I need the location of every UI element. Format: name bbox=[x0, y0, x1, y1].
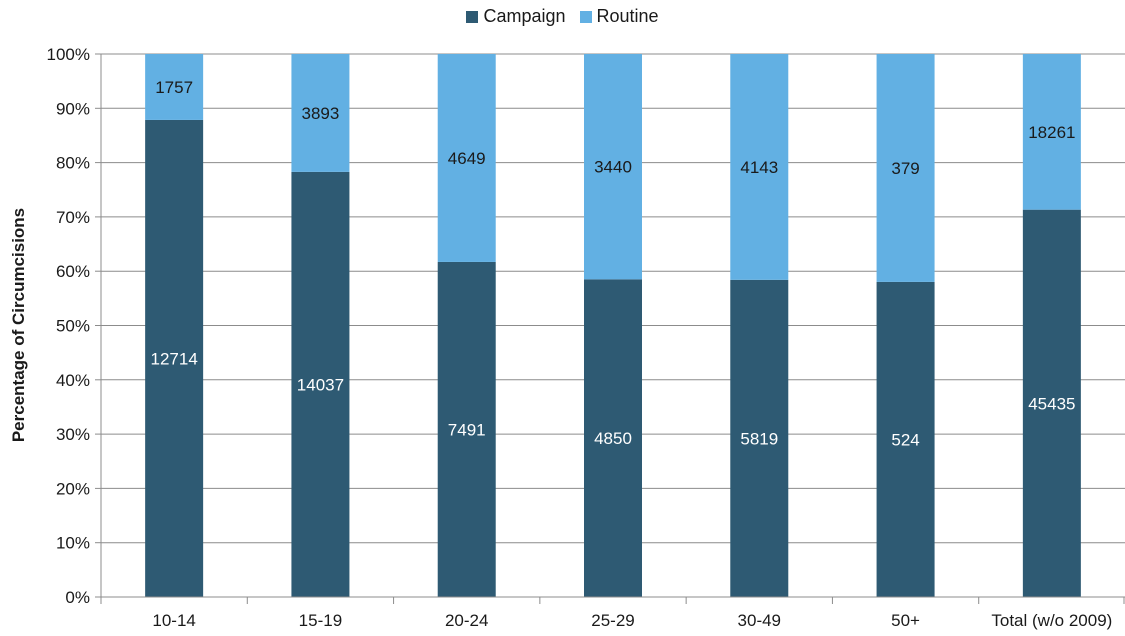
legend-swatch-routine bbox=[579, 10, 592, 23]
legend-swatch-campaign bbox=[466, 10, 479, 23]
data-label: 12714 bbox=[151, 349, 198, 368]
data-label: 18261 bbox=[1028, 123, 1075, 142]
x-tick-label: 15-19 bbox=[299, 611, 342, 630]
data-label: 4143 bbox=[740, 158, 778, 177]
y-tick-label: 0% bbox=[65, 588, 90, 607]
bar-campaign-20-24 bbox=[437, 261, 496, 597]
legend-label-routine: Routine bbox=[596, 6, 659, 26]
data-label: 3893 bbox=[302, 104, 340, 123]
bar-routine-15-19 bbox=[291, 54, 350, 172]
legend-item-campaign: Campaign bbox=[466, 6, 566, 27]
data-label: 1757 bbox=[155, 78, 193, 97]
bar-routine-20-24 bbox=[437, 54, 496, 262]
bar-routine-50- bbox=[876, 54, 935, 282]
bar-campaign-25-29 bbox=[584, 279, 642, 597]
y-axis-label: Percentage of Circumcisions bbox=[9, 208, 28, 442]
x-tick-label: 20-24 bbox=[445, 611, 488, 630]
data-label: 4649 bbox=[448, 149, 486, 168]
bar-routine-25-29 bbox=[584, 54, 642, 280]
x-tick-label: 10-14 bbox=[152, 611, 195, 630]
bar-campaign-30-49 bbox=[730, 279, 789, 597]
data-label: 4850 bbox=[594, 429, 632, 448]
bar-campaign-50- bbox=[876, 281, 935, 597]
data-label: 45435 bbox=[1028, 394, 1075, 413]
axes: 0% 10% 20% 30% 40% 50% 60% 70% 80% 90% 100% 10-14 15… bbox=[47, 45, 1125, 630]
y-tick-label: 60% bbox=[56, 262, 90, 281]
x-tick-label: 25-29 bbox=[591, 611, 634, 630]
y-tick-label: 90% bbox=[56, 99, 90, 118]
bar-routine-total-w-o-2009- bbox=[1022, 54, 1081, 210]
x-tick-label: 30-49 bbox=[738, 611, 781, 630]
y-tick-label: 10% bbox=[56, 534, 90, 553]
bar-routine-30-49 bbox=[730, 54, 789, 280]
bars: 12714 1757 14037 3893 7491 4649 4850 3440 5819 41… bbox=[145, 54, 1081, 598]
chart-legend: Campaign Routine bbox=[0, 6, 1125, 27]
y-tick-label: 50% bbox=[56, 317, 90, 336]
y-tick-label: 30% bbox=[56, 425, 90, 444]
x-tick-label: Total (w/o 2009) bbox=[991, 611, 1112, 630]
bar-campaign-total-w-o-2009- bbox=[1022, 209, 1081, 598]
bar-campaign-15-19 bbox=[291, 171, 350, 597]
legend-item-routine: Routine bbox=[579, 6, 659, 27]
data-label: 379 bbox=[891, 159, 919, 178]
y-tick-label: 70% bbox=[56, 208, 90, 227]
data-label: 7491 bbox=[448, 420, 486, 439]
x-tick-label: 50+ bbox=[891, 611, 920, 630]
bar-routine-10-14 bbox=[145, 54, 204, 120]
data-label: 14037 bbox=[297, 375, 344, 394]
y-tick-label: 20% bbox=[56, 479, 90, 498]
data-label: 524 bbox=[891, 430, 919, 449]
data-label: 3440 bbox=[594, 158, 632, 177]
y-tick-label: 80% bbox=[56, 154, 90, 173]
y-tick-label: 40% bbox=[56, 371, 90, 390]
y-tick-label: 100% bbox=[47, 45, 90, 64]
data-label: 5819 bbox=[740, 429, 778, 448]
bar-campaign-10-14 bbox=[145, 119, 204, 598]
legend-label-campaign: Campaign bbox=[483, 6, 566, 26]
